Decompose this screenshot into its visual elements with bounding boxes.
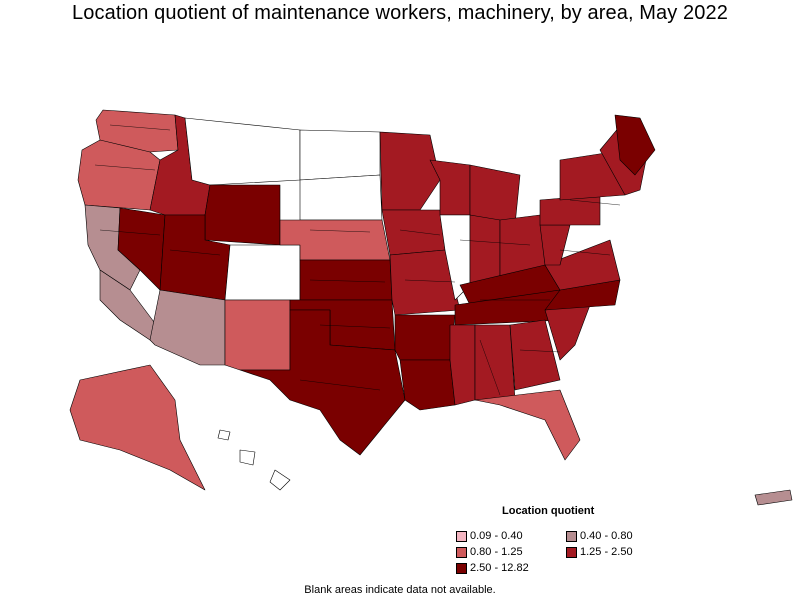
- area-boundary-line: [319, 324, 391, 329]
- region-maine: [614, 114, 656, 176]
- region-louisiana: [399, 359, 456, 411]
- area-boundary-line: [569, 199, 621, 206]
- area-boundary-line: [99, 229, 161, 236]
- region-hawaii-2: [239, 449, 256, 466]
- region-mississippi: [449, 324, 476, 406]
- region-minnesota: [379, 131, 441, 211]
- region-nevada: [117, 207, 166, 291]
- region-alaska: [69, 364, 206, 491]
- region-indiana: [469, 214, 501, 286]
- region-texas: [239, 309, 406, 456]
- region-arkansas: [394, 314, 456, 361]
- region-hawaii-1: [217, 429, 231, 441]
- legend-label-3: 1.25 - 2.50: [580, 546, 633, 558]
- legend-label-2: 0.80 - 1.25: [470, 546, 523, 558]
- region-new-mexico: [224, 299, 291, 371]
- legend-swatch-4: [456, 562, 467, 574]
- legend-item-3: 1.25 - 2.50: [566, 545, 633, 559]
- legend-label-4: 2.50 - 12.82: [470, 562, 529, 574]
- region-montana: [184, 117, 301, 186]
- region-wisconsin: [429, 159, 471, 216]
- region-georgia: [509, 319, 561, 391]
- area-boundary-line: [309, 279, 386, 283]
- legend-swatch-1: [566, 530, 577, 542]
- region-hawaii-3: [269, 469, 291, 491]
- area-boundary-line: [559, 249, 611, 256]
- region-north-dakota: [299, 129, 381, 181]
- region-arizona: [149, 289, 226, 366]
- region-illinois: [439, 214, 471, 301]
- legend-item-1: 0.40 - 0.80: [566, 529, 633, 543]
- area-boundary-line: [459, 239, 531, 246]
- area-boundary-line: [299, 379, 381, 391]
- map-regions: [69, 109, 793, 506]
- footnote: Blank areas indicate data not available.: [304, 584, 496, 596]
- region-florida: [474, 389, 581, 461]
- area-boundaries: [94, 124, 621, 396]
- region-south-dakota: [299, 174, 383, 221]
- region-iowa: [381, 209, 446, 256]
- legend-item-4: 2.50 - 12.82: [456, 561, 529, 575]
- legend-label-0: 0.09 - 0.40: [470, 530, 523, 542]
- region-virginia: [544, 239, 621, 291]
- area-boundary-line: [94, 164, 156, 171]
- region-wyoming: [204, 184, 281, 246]
- region-colorado: [224, 244, 301, 301]
- area-boundary-line: [404, 279, 456, 283]
- area-boundary-line: [169, 249, 221, 256]
- legend-item-0: 0.09 - 0.40: [456, 529, 523, 543]
- area-boundary-line: [109, 124, 171, 131]
- region-puerto-rico: [754, 489, 793, 506]
- region-alabama: [474, 324, 516, 401]
- region-missouri: [389, 249, 461, 316]
- legend-swatch-0: [456, 530, 467, 542]
- legend-item-2: 0.80 - 1.25: [456, 545, 523, 559]
- legend-swatch-2: [456, 546, 467, 558]
- map-title: Location quotient of maintenance workers…: [72, 2, 728, 24]
- area-boundary-line: [479, 339, 501, 396]
- area-boundary-line: [399, 229, 441, 236]
- legend-swatch-3: [566, 546, 577, 558]
- legend-title: Location quotient: [502, 505, 595, 517]
- legend-label-1: 0.40 - 0.80: [580, 530, 633, 542]
- area-boundary-line: [519, 349, 561, 353]
- area-boundary-line: [309, 229, 371, 233]
